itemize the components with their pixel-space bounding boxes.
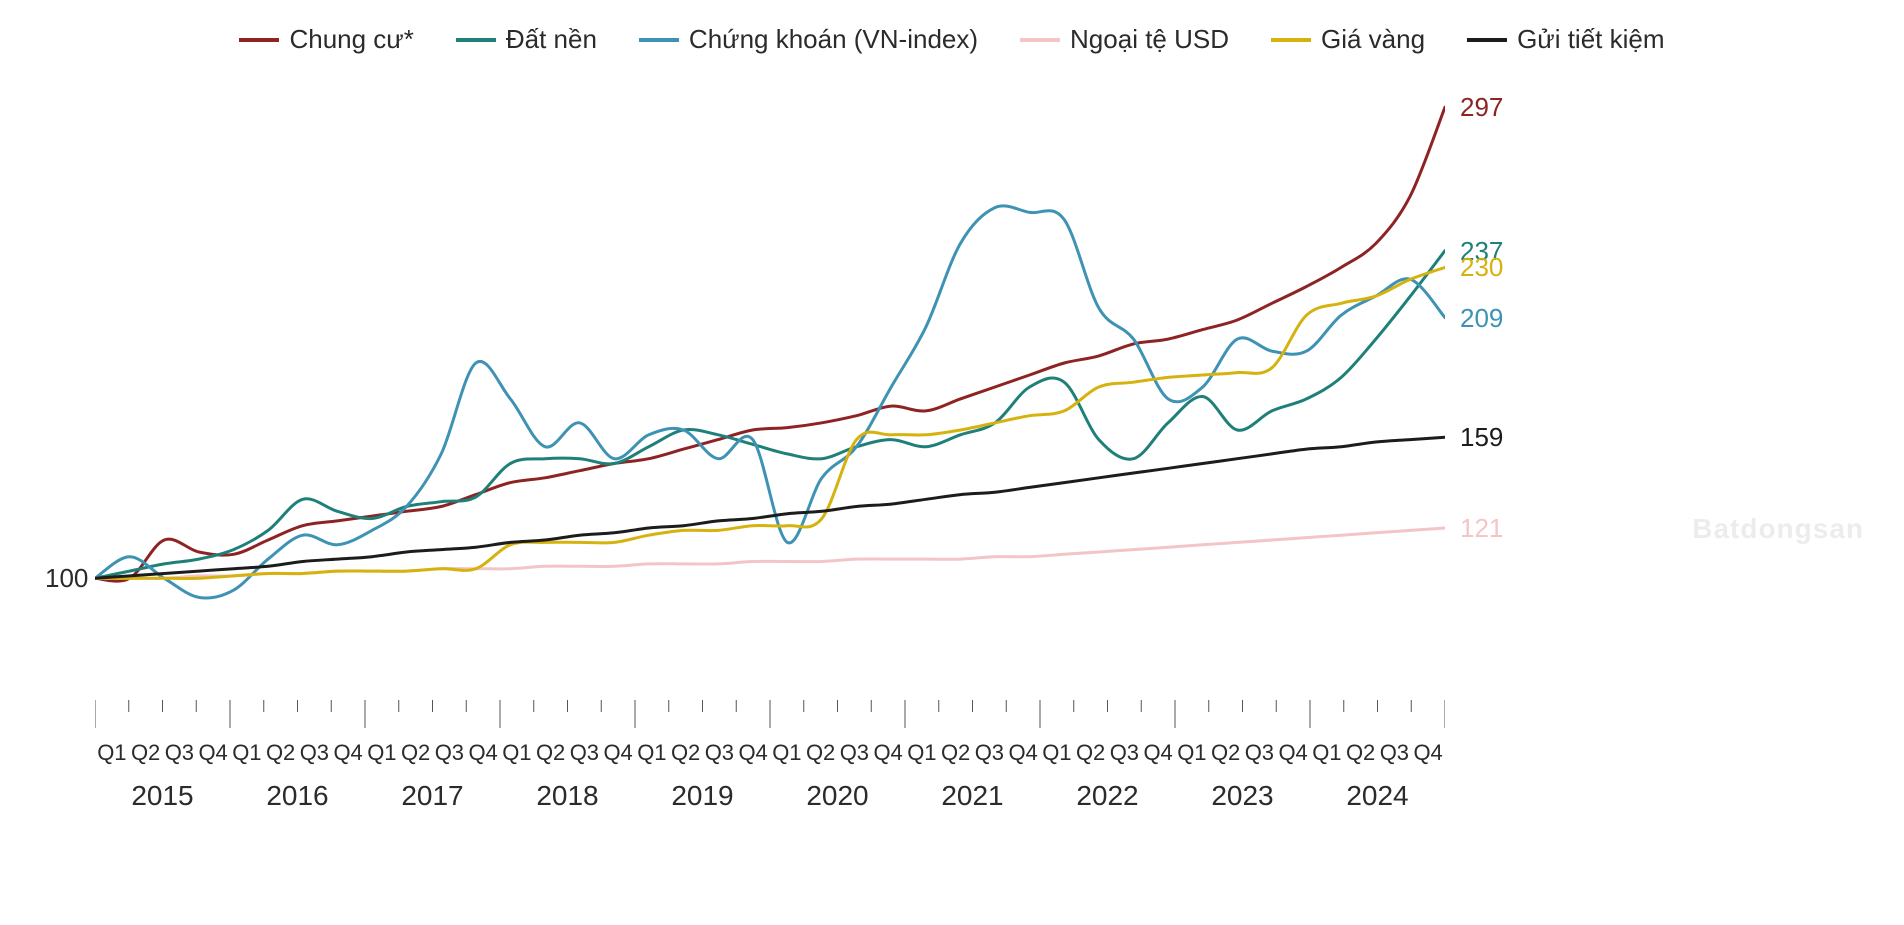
investment-index-chart: Chung cư* Đất nền Chứng khoán (VN-index) Ng… xyxy=(0,0,1904,925)
legend-swatch xyxy=(1271,38,1311,42)
legend: Chung cư* Đất nền Chứng khoán (VN-index) Ng… xyxy=(0,24,1904,55)
quarter-label: Q2 xyxy=(264,740,298,766)
quarter-label: Q4 xyxy=(601,740,635,766)
end-label-usd: 121 xyxy=(1460,513,1503,544)
series-line-dat_nen xyxy=(95,251,1445,579)
end-label-vnindex: 209 xyxy=(1460,303,1503,334)
legend-item-gia_vang: Giá vàng xyxy=(1271,24,1425,55)
quarter-label: Q4 xyxy=(331,740,365,766)
series-line-chung_cu xyxy=(95,107,1445,581)
quarter-label: Q3 xyxy=(298,740,332,766)
quarter-label: Q4 xyxy=(1276,740,1310,766)
quarter-label: Q1 xyxy=(1175,740,1209,766)
legend-swatch xyxy=(1467,38,1507,42)
y-start-label: 100 xyxy=(45,563,88,594)
year-label: 2023 xyxy=(1175,780,1310,812)
year-label: 2019 xyxy=(635,780,770,812)
quarter-label: Q1 xyxy=(500,740,534,766)
quarter-label: Q4 xyxy=(871,740,905,766)
legend-swatch xyxy=(239,38,279,42)
year-label: 2016 xyxy=(230,780,365,812)
legend-label: Chung cư* xyxy=(289,24,413,55)
quarter-label: Q4 xyxy=(196,740,230,766)
legend-item-vnindex: Chứng khoán (VN-index) xyxy=(639,24,978,55)
series-line-tiet_kiem xyxy=(95,437,1445,578)
end-label-chung_cu: 297 xyxy=(1460,92,1503,123)
series-line-gia_vang xyxy=(95,267,1445,578)
quarter-label: Q4 xyxy=(1006,740,1040,766)
legend-swatch xyxy=(639,38,679,42)
quarter-label: Q3 xyxy=(1378,740,1412,766)
quarter-label: Q1 xyxy=(635,740,669,766)
quarter-label: Q3 xyxy=(568,740,602,766)
legend-label: Gửi tiết kiệm xyxy=(1517,24,1664,55)
quarter-label: Q2 xyxy=(669,740,703,766)
quarter-label: Q3 xyxy=(973,740,1007,766)
x-axis-ticks xyxy=(95,700,1445,740)
year-label: 2021 xyxy=(905,780,1040,812)
quarter-label: Q1 xyxy=(1310,740,1344,766)
quarter-label: Q1 xyxy=(95,740,129,766)
quarter-label: Q2 xyxy=(1074,740,1108,766)
legend-label: Đất nền xyxy=(506,24,597,55)
quarter-label: Q2 xyxy=(129,740,163,766)
quarter-label: Q2 xyxy=(1344,740,1378,766)
year-labels: 2015201620172018201920202021202220232024 xyxy=(95,780,1445,812)
quarter-label: Q1 xyxy=(905,740,939,766)
quarter-label: Q2 xyxy=(939,740,973,766)
quarter-label: Q3 xyxy=(838,740,872,766)
legend-swatch xyxy=(456,38,496,42)
end-label-gia_vang: 230 xyxy=(1460,252,1503,283)
year-label: 2018 xyxy=(500,780,635,812)
legend-item-chung_cu: Chung cư* xyxy=(239,24,413,55)
legend-swatch xyxy=(1020,38,1060,42)
quarter-label: Q2 xyxy=(804,740,838,766)
x-axis: Q1Q2Q3Q4Q1Q2Q3Q4Q1Q2Q3Q4Q1Q2Q3Q4Q1Q2Q3Q4… xyxy=(95,700,1445,830)
quarter-label: Q3 xyxy=(1243,740,1277,766)
legend-label: Chứng khoán (VN-index) xyxy=(689,24,978,55)
legend-item-dat_nen: Đất nền xyxy=(456,24,597,55)
quarter-label: Q4 xyxy=(1141,740,1175,766)
quarter-label: Q4 xyxy=(466,740,500,766)
year-label: 2017 xyxy=(365,780,500,812)
legend-label: Ngoại tệ USD xyxy=(1070,24,1229,55)
quarter-label: Q1 xyxy=(770,740,804,766)
quarter-label: Q3 xyxy=(703,740,737,766)
quarter-label: Q4 xyxy=(736,740,770,766)
lines-svg xyxy=(95,100,1445,650)
quarter-label: Q3 xyxy=(1108,740,1142,766)
year-label: 2022 xyxy=(1040,780,1175,812)
year-label: 2020 xyxy=(770,780,905,812)
year-label: 2024 xyxy=(1310,780,1445,812)
legend-item-usd: Ngoại tệ USD xyxy=(1020,24,1229,55)
legend-item-tiet_kiem: Gửi tiết kiệm xyxy=(1467,24,1664,55)
quarter-label: Q1 xyxy=(1040,740,1074,766)
quarter-label: Q2 xyxy=(534,740,568,766)
quarter-labels: Q1Q2Q3Q4Q1Q2Q3Q4Q1Q2Q3Q4Q1Q2Q3Q4Q1Q2Q3Q4… xyxy=(95,740,1445,766)
end-value-labels: 297237209121230159 xyxy=(1460,100,1580,650)
quarter-label: Q2 xyxy=(399,740,433,766)
watermark: Batdongsan xyxy=(1692,513,1864,545)
quarter-label: Q1 xyxy=(365,740,399,766)
series-line-vnindex xyxy=(95,206,1445,598)
quarter-label: Q3 xyxy=(433,740,467,766)
legend-label: Giá vàng xyxy=(1321,24,1425,55)
plot-area xyxy=(95,100,1445,650)
year-label: 2015 xyxy=(95,780,230,812)
quarter-label: Q4 xyxy=(1411,740,1445,766)
quarter-label: Q2 xyxy=(1209,740,1243,766)
quarter-label: Q3 xyxy=(163,740,197,766)
end-label-tiet_kiem: 159 xyxy=(1460,422,1503,453)
quarter-label: Q1 xyxy=(230,740,264,766)
